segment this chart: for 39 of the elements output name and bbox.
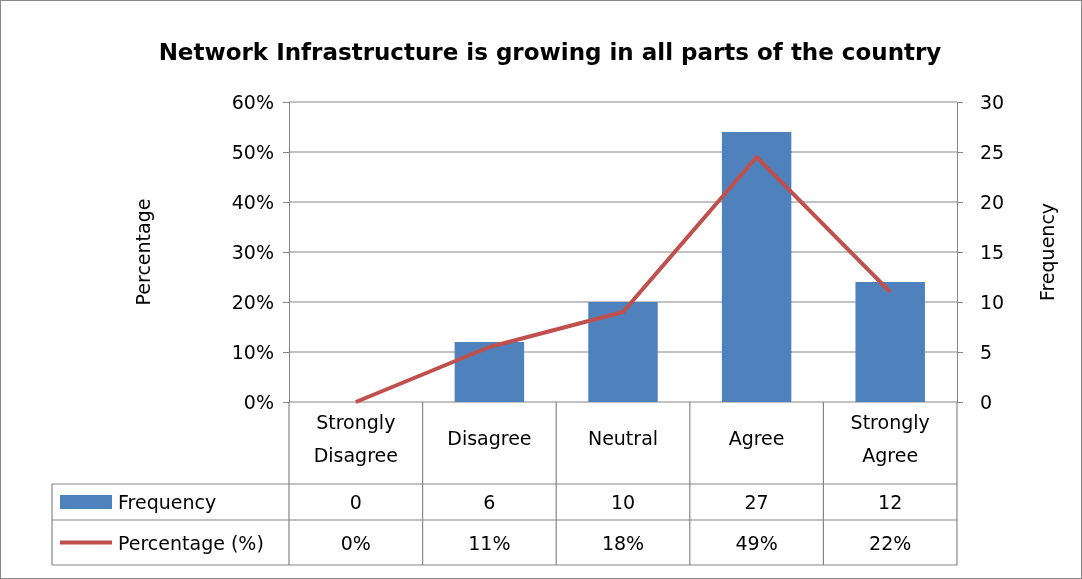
y2-tick-label: 25 [980, 140, 1005, 163]
y-tick-label: 0% [243, 390, 274, 413]
data-label: 49% [735, 531, 778, 554]
x-tick-label: Agree [728, 426, 785, 449]
y2-tick-label: 10 [980, 290, 1005, 313]
data-label: 22% [869, 531, 912, 554]
y-tick-label: 60% [231, 90, 274, 113]
bar [454, 342, 525, 402]
line-series [353, 155, 893, 404]
y2-tick-label: 0 [980, 390, 993, 413]
chart-title: Network Infrastructure is growing in all parts of the country [158, 39, 942, 65]
x-tick-label: Strongly Disagree [313, 410, 398, 466]
bar [721, 132, 792, 402]
y2-tick-label: 20 [980, 190, 1005, 213]
data-label: 18% [601, 531, 645, 554]
x-tick-label: Strongly Agree [850, 410, 930, 466]
x-tick-label: Disagree [447, 426, 532, 449]
data-label: 12 [878, 491, 903, 513]
y-tick-label: 50% [231, 140, 274, 163]
y2-tick-label: 15 [980, 240, 1005, 263]
data-label: 0% [340, 531, 371, 554]
y-tick-label: 20% [231, 290, 274, 313]
legend-label: Percentage (%) [118, 531, 264, 554]
y2-tick-label: 5 [980, 340, 993, 363]
data-label: 11% [468, 531, 511, 554]
data-label: 0 [349, 491, 362, 513]
y-tick-label: 40% [231, 190, 274, 213]
y-axis-title: Percentage [132, 198, 154, 306]
x-tick-label: Neutral [587, 426, 659, 449]
data-label: 6 [483, 491, 496, 513]
y2-axis-title: Frequency [1036, 202, 1058, 302]
y-tick-label: 30% [231, 240, 274, 263]
legend-label: Frequency [118, 491, 217, 513]
y-tick-label: 10% [231, 340, 274, 363]
bar [855, 282, 925, 402]
data-label: 27 [744, 491, 769, 513]
data-label: 10 [610, 491, 636, 513]
bar [588, 302, 658, 402]
y2-tick-label: 30 [980, 90, 1005, 113]
